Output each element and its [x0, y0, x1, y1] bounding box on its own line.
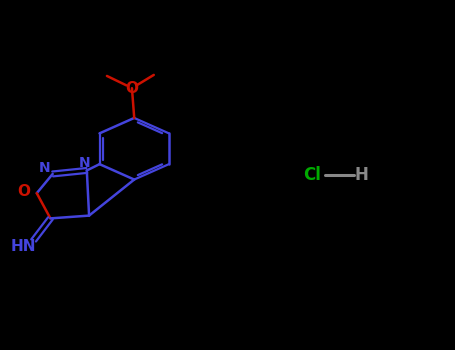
- Text: Cl: Cl: [303, 166, 321, 184]
- Text: H: H: [355, 166, 369, 184]
- Text: O: O: [18, 184, 30, 199]
- Text: N: N: [79, 156, 91, 170]
- Text: O: O: [126, 81, 138, 96]
- Text: N: N: [39, 161, 51, 175]
- Text: HN: HN: [10, 239, 36, 254]
